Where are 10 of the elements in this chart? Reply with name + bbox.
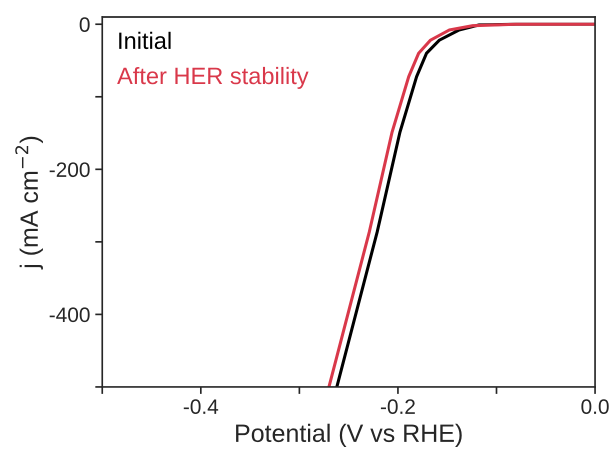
text: Initial: [119, 32, 171, 50]
y-axis-title: j (mA cm$^{−2}$): [15, 136, 43, 270]
text: After HER stability: [117, 66, 309, 89]
x-tick-label: -0.4: [184, 399, 218, 414]
x-axis-title: Potential (V vs RHE): [236, 424, 462, 448]
x-tick-label: 0.0: [581, 399, 609, 414]
y-tick-label: -400: [50, 307, 90, 322]
y-tick-label: 0: [80, 17, 90, 32]
y-tick-label: -200: [50, 162, 90, 178]
x-tick-label: -0.2: [380, 399, 415, 414]
